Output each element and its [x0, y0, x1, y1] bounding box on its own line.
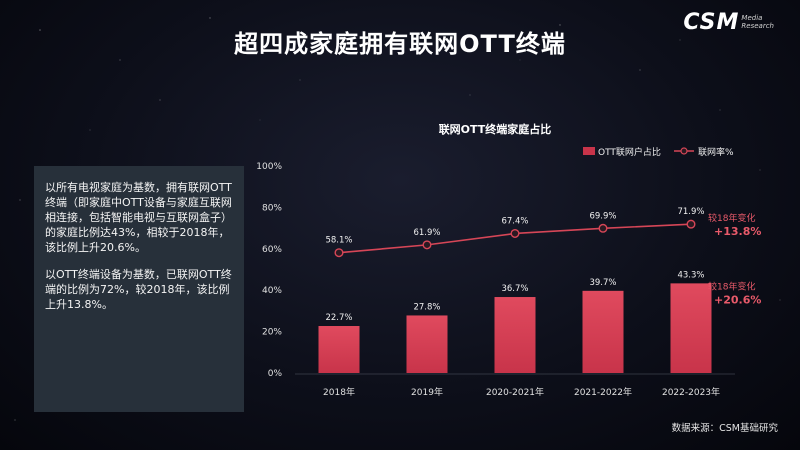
legend-bar-swatch [583, 147, 595, 155]
logo-sub-line2: Research [741, 22, 774, 30]
y-tick-label: 40% [262, 286, 282, 296]
bar [318, 326, 360, 373]
bar-value-label: 39.7% [589, 278, 616, 288]
bar [494, 297, 536, 373]
x-tick-label: 2018年 [323, 386, 355, 398]
bar-change-caption: 较18年变化 [708, 280, 755, 292]
bar-value-label: 27.8% [413, 302, 440, 312]
line-point [334, 248, 344, 258]
x-tick-label: 2020-2021年 [486, 386, 544, 398]
y-tick-label: 20% [262, 328, 282, 338]
description-paragraph-2: 以OTT终端设备为基数，已联网OTT终端的比例为72%，较2018年，该比例上升… [45, 268, 232, 311]
logo-sub-line1: Media [741, 14, 763, 22]
line-point [598, 223, 608, 233]
x-tick-label: 2022-2023年 [662, 386, 720, 398]
line-series [338, 223, 692, 254]
bar-value-label: 36.7% [501, 284, 528, 294]
x-tick-label: 2021-2022年 [574, 386, 632, 398]
y-tick-label: 100% [256, 162, 282, 172]
logo-subtitle: Media Research [741, 14, 774, 30]
legend-bar-label: OTT联网户占比 [598, 146, 661, 158]
data-source: 数据来源：CSM基础研究 [671, 423, 778, 434]
bar-value-label: 22.7% [325, 313, 352, 323]
y-tick-label: 80% [262, 203, 282, 213]
line-value-label: 71.9% [677, 207, 704, 217]
bar-value-label: 43.3% [677, 270, 704, 280]
y-tick-label: 0% [268, 369, 283, 379]
line-value-label: 69.9% [589, 211, 616, 221]
x-tick-label: 2019年 [411, 386, 443, 398]
chart-title: 联网OTT终端家庭占比 [439, 122, 552, 136]
legend-line-label: 联网率% [698, 146, 734, 158]
line-change-caption: 较18年变化 [708, 212, 755, 224]
logo-text: CSM [683, 10, 740, 35]
bar [670, 283, 712, 373]
line-change-value: +13.8% [714, 225, 761, 238]
line-value-label: 61.9% [413, 228, 440, 238]
bar [406, 315, 448, 373]
csm-logo: CSM Media Research [683, 10, 774, 35]
line-value-label: 67.4% [501, 216, 528, 226]
line-value-label: 58.1% [325, 236, 352, 246]
line-point [422, 240, 432, 250]
page-title: 超四成家庭拥有联网OTT终端 [234, 30, 566, 58]
line-point [510, 228, 520, 238]
description-panel: 以所有电视家庭为基数，拥有联网OTT终端（即家庭中OTT设备与家庭互联网相连接，… [34, 166, 244, 412]
line-point [686, 219, 696, 229]
bar [582, 290, 624, 373]
legend-line-marker [680, 147, 688, 155]
description-paragraph-1: 以所有电视家庭为基数，拥有联网OTT终端（即家庭中OTT设备与家庭互联网相连接，… [45, 181, 232, 254]
bar-change-value: +20.6% [714, 293, 761, 306]
y-tick-label: 60% [262, 245, 282, 255]
